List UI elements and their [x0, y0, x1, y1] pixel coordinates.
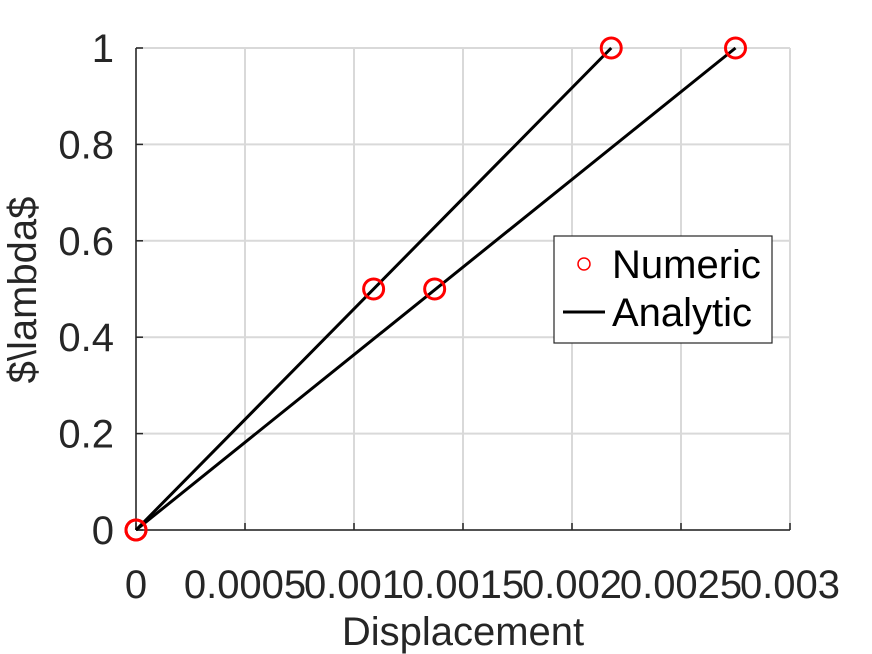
numeric-point — [423, 277, 447, 301]
y-tick-label: 0 — [92, 509, 114, 553]
legend: Numeric Analytic — [553, 235, 773, 344]
legend-box — [553, 235, 773, 344]
legend-numeric-label: Numeric — [612, 243, 761, 287]
x-axis-label: Displacement — [342, 610, 584, 654]
legend-numeric-marker — [577, 257, 591, 271]
y-tick-label: 1 — [92, 27, 114, 71]
x-tick-label: 0.0025 — [620, 563, 742, 607]
y-tick-label: 0.2 — [58, 413, 114, 457]
x-tick-label: 0.0005 — [184, 563, 306, 607]
numeric-markers — [124, 36, 747, 542]
y-tick-label: 0.4 — [58, 316, 114, 360]
numeric-point — [362, 277, 386, 301]
analytic-line — [134, 46, 613, 532]
x-tick-label: 0.0015 — [402, 563, 524, 607]
numeric-point — [124, 518, 148, 542]
axes — [135, 47, 791, 531]
x-tick-label: 0.002 — [522, 563, 622, 607]
y-tick-label: 0.8 — [58, 123, 114, 167]
x-tick-label: 0 — [125, 563, 147, 607]
y-tick-labels: 0 0.2 0.4 0.6 0.8 1 — [58, 27, 114, 553]
legend-analytic-label: Analytic — [612, 291, 752, 335]
y-tick-label: 0.6 — [58, 220, 114, 264]
x-tick-label: 0.003 — [740, 563, 840, 607]
x-tick-label: 0.001 — [304, 563, 404, 607]
analytic-lines — [134, 46, 737, 532]
y-axis-label: $\lambda$ — [1, 197, 45, 384]
numeric-point — [599, 36, 623, 60]
numeric-point — [724, 36, 747, 60]
analytic-line — [135, 46, 737, 532]
